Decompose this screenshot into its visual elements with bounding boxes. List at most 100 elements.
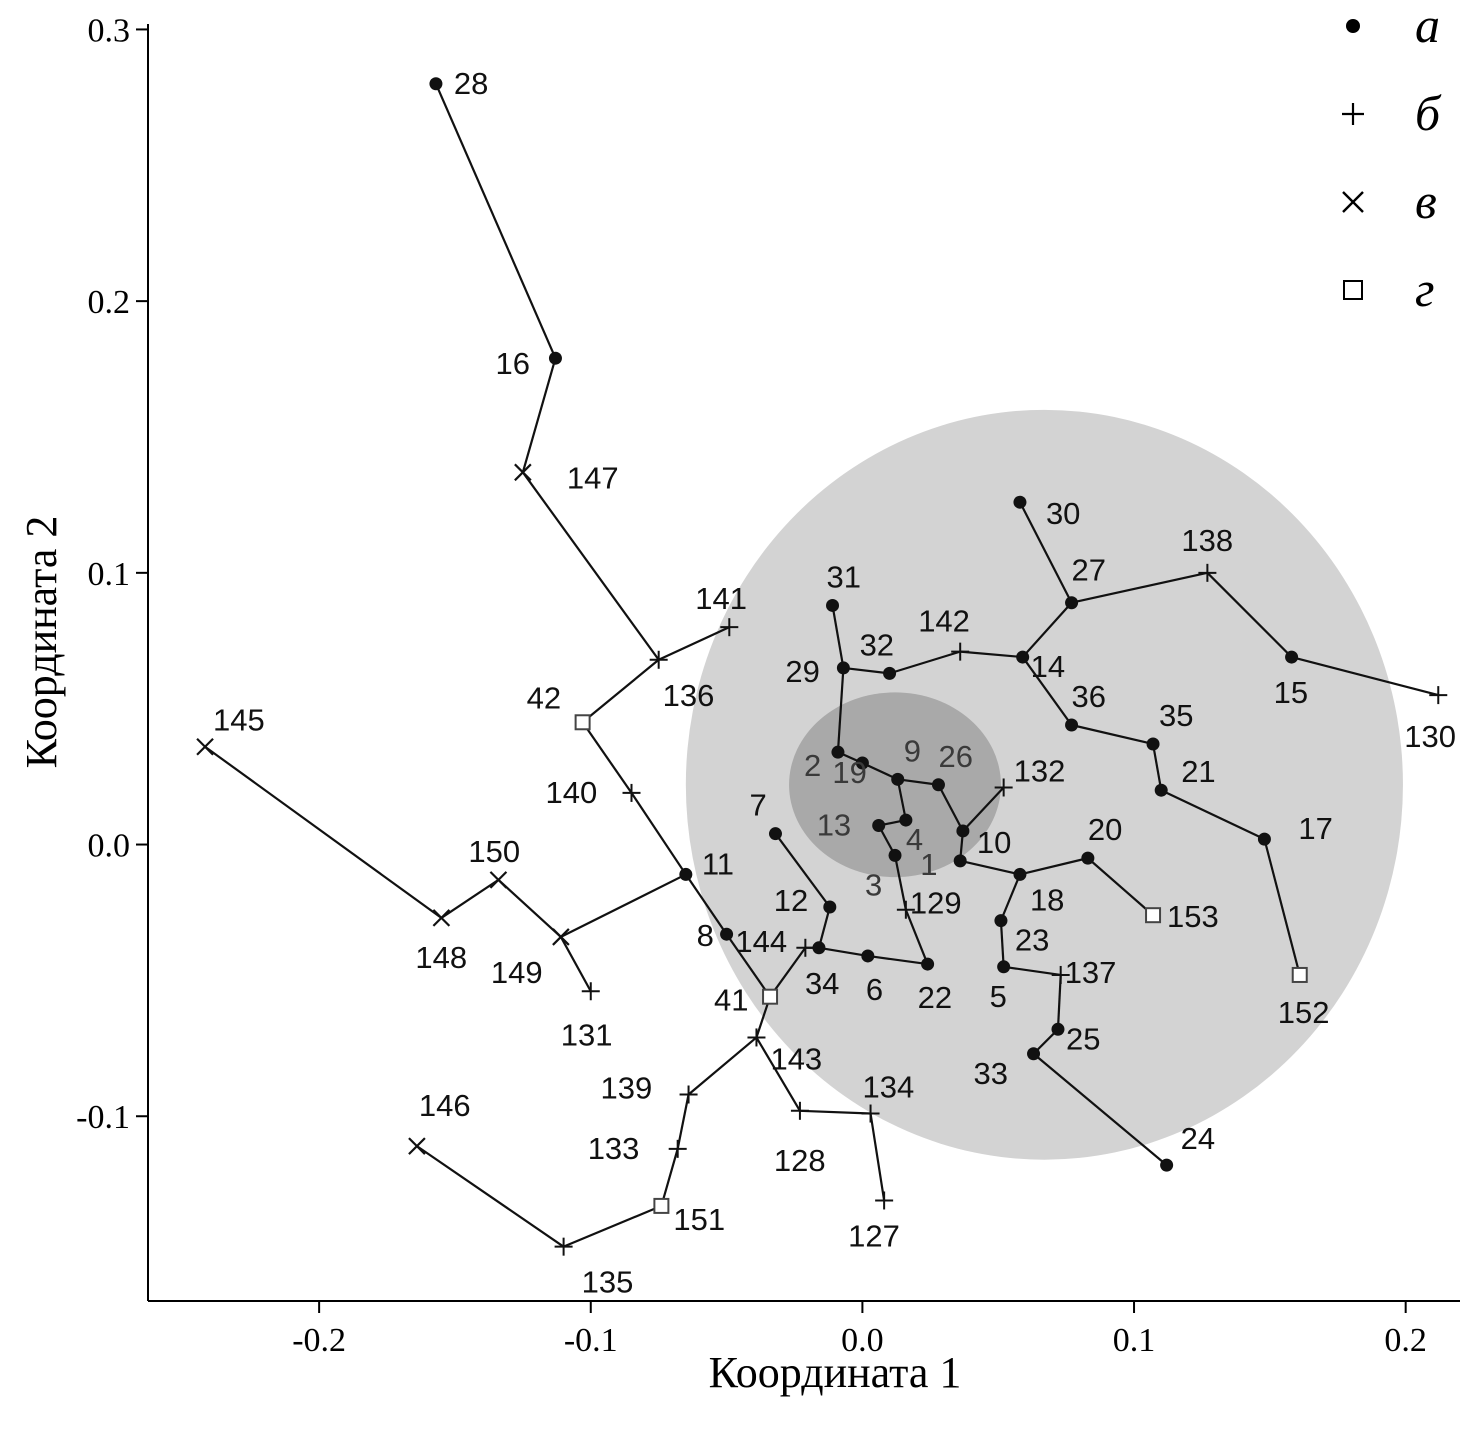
edge-11-149: [560, 873, 687, 938]
edge-148-145: [204, 745, 443, 919]
network-edges: [204, 83, 1439, 1248]
point-label-146: 146: [419, 1088, 471, 1123]
point-label-129: 129: [910, 886, 962, 921]
point-label-8: 8: [697, 918, 714, 953]
data-markers: [196, 77, 1448, 1256]
point-label-31: 31: [827, 559, 861, 594]
edge-42-140: [581, 721, 633, 794]
edge-149-131: [559, 936, 592, 992]
point-label-144: 144: [735, 924, 787, 959]
edge-34-6: [818, 946, 869, 958]
legend-label: г: [1415, 261, 1435, 317]
point-148: [432, 909, 451, 927]
point-27: [1065, 596, 1079, 610]
edge-33-24: [1032, 1052, 1168, 1166]
point-7: [768, 827, 782, 841]
point-label-137: 137: [1065, 955, 1117, 990]
edge-16-147: [521, 357, 557, 473]
point-label-143: 143: [770, 1041, 822, 1076]
point-140: [622, 783, 641, 802]
point-151: [653, 1197, 670, 1214]
edge-35-21: [1151, 743, 1163, 791]
edge-17-152: [1263, 838, 1301, 976]
point-label-30: 30: [1046, 496, 1080, 531]
point-label-153: 153: [1167, 899, 1219, 934]
point-128: [790, 1101, 809, 1120]
point-144: [796, 938, 815, 957]
point-label-3: 3: [865, 867, 882, 902]
point-label-127: 127: [848, 1218, 900, 1253]
point-label-14: 14: [1031, 649, 1065, 684]
point-label-12: 12: [774, 883, 808, 918]
legend-marker: [1346, 19, 1360, 33]
point-label-34: 34: [805, 966, 839, 1001]
axes: [147, 24, 1460, 1302]
point-label-136: 136: [663, 678, 715, 713]
edge-9-4: [896, 779, 907, 821]
point-32: [883, 666, 897, 680]
point-138: [1198, 563, 1217, 582]
x-tick-label: 0.2: [1384, 1322, 1427, 1359]
edge-22-129: [904, 909, 929, 965]
edge-14-36: [1021, 656, 1073, 726]
point-16: [548, 351, 562, 365]
edge-150-148: [440, 878, 500, 919]
edge-11-8: [684, 873, 728, 935]
edge-128-134: [799, 1109, 871, 1115]
point-label-145: 145: [213, 703, 265, 738]
point-label-19: 19: [832, 755, 866, 790]
point-label-150: 150: [468, 834, 520, 869]
y-tick-label: -0.1: [76, 1099, 130, 1136]
edge-151-135: [563, 1204, 662, 1248]
point-132: [994, 778, 1013, 797]
point-29: [836, 661, 850, 675]
point-23: [994, 914, 1008, 928]
edge-29-32: [843, 666, 890, 675]
legend-marker: [1342, 103, 1364, 125]
legend-label: в: [1415, 173, 1437, 229]
edge-41-144: [769, 947, 807, 998]
point-21: [1154, 783, 1168, 797]
edge-28-16: [434, 83, 557, 359]
edge-34-12: [817, 906, 831, 949]
point-133: [668, 1139, 687, 1158]
point-153: [1145, 907, 1162, 924]
point-label-133: 133: [588, 1131, 640, 1166]
point-19: [855, 756, 869, 770]
legend-label: а: [1415, 0, 1440, 53]
point-24: [1160, 1158, 1174, 1172]
point-146: [408, 1137, 426, 1155]
point-28: [429, 77, 443, 91]
y-tick-label: 0.3: [88, 12, 131, 49]
point-3: [888, 848, 902, 862]
edge-27-138: [1071, 571, 1208, 604]
legend-item: в: [1342, 173, 1437, 229]
point-12: [823, 900, 837, 914]
edge-9-26: [897, 778, 939, 786]
edge-5-137: [1003, 965, 1061, 977]
edge-140-11: [630, 792, 687, 876]
point-41: [762, 988, 779, 1005]
edge-143-139: [687, 1036, 758, 1096]
edge-10-132: [962, 786, 1005, 832]
legend-marker: [1343, 280, 1363, 300]
point-label-11: 11: [702, 846, 734, 881]
point-label-5: 5: [990, 979, 1007, 1014]
point-label-23: 23: [1015, 923, 1049, 958]
point-label-32: 32: [860, 627, 894, 662]
point-label-139: 139: [601, 1071, 653, 1106]
edge-149-150: [497, 879, 562, 938]
legend-marker: [1342, 191, 1364, 213]
y-tick-label: 0.2: [88, 284, 131, 321]
point-label-152: 152: [1278, 995, 1330, 1030]
point-label-1: 1: [920, 847, 937, 882]
edge-147-136: [521, 471, 660, 661]
point-label-10: 10: [977, 825, 1011, 860]
point-13: [872, 819, 886, 833]
point-36: [1065, 718, 1079, 732]
point-label-18: 18: [1030, 882, 1064, 917]
point-152: [1291, 966, 1308, 983]
point-label-16: 16: [495, 346, 529, 381]
